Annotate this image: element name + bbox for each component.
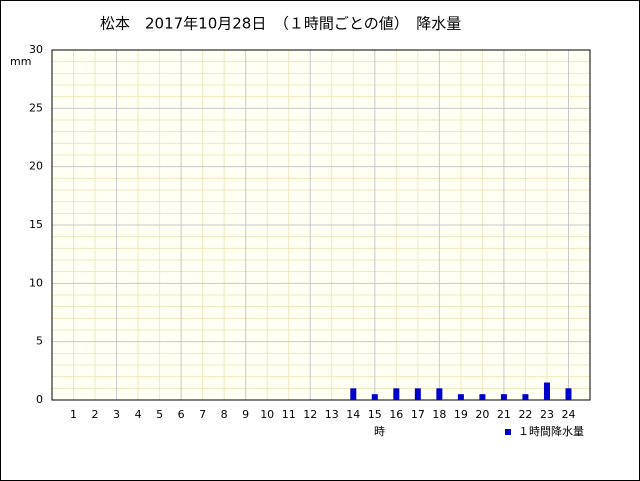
- legend-label: １時間降水量: [518, 424, 584, 438]
- y-tick-label: 10: [29, 276, 43, 289]
- plot-border: [51, 49, 591, 401]
- bar: [479, 394, 486, 400]
- x-tick-label: 8: [221, 408, 228, 421]
- x-tick-label: 17: [411, 408, 425, 421]
- y-tick-label: 20: [29, 160, 43, 173]
- bar: [500, 394, 507, 400]
- bar: [371, 394, 378, 400]
- y-tick-label: 30: [29, 43, 43, 56]
- bar: [565, 388, 572, 400]
- x-tick-label: 6: [178, 408, 185, 421]
- x-tick-label: 18: [432, 408, 446, 421]
- bar: [414, 388, 421, 400]
- x-tick-label: 10: [260, 408, 274, 421]
- y-tick-label: 15: [29, 218, 43, 231]
- x-axis-label: 時: [374, 425, 385, 438]
- x-tick-label: 22: [518, 408, 532, 421]
- bar: [393, 388, 400, 400]
- x-tick-label: 7: [199, 408, 206, 421]
- x-tick-label: 5: [156, 408, 163, 421]
- x-tick-label: 20: [475, 408, 489, 421]
- x-tick-label: 3: [113, 408, 120, 421]
- bar: [543, 382, 550, 400]
- x-tick-label: 1: [70, 408, 77, 421]
- bar: [457, 394, 464, 400]
- chart-title: 松本 2017年10月28日 （１時間ごとの値） 降水量: [100, 15, 461, 33]
- bar: [436, 388, 443, 400]
- x-tick-label: 2: [92, 408, 99, 421]
- legend-swatch: [505, 429, 511, 435]
- y-tick-label: 5: [36, 335, 43, 348]
- bar: [350, 388, 357, 400]
- x-tick-label: 12: [303, 408, 317, 421]
- x-tick-label: 9: [242, 408, 249, 421]
- bar: [522, 394, 529, 400]
- x-tick-label: 19: [454, 408, 468, 421]
- x-tick-label: 23: [540, 408, 554, 421]
- y-tick-label: 0: [36, 393, 43, 406]
- x-tick-label: 16: [389, 408, 403, 421]
- x-tick-label: 21: [497, 408, 511, 421]
- x-tick-label: 24: [561, 408, 575, 421]
- x-tick-label: 15: [368, 408, 382, 421]
- x-tick-label: 14: [346, 408, 360, 421]
- x-tick-label: 13: [325, 408, 339, 421]
- y-tick-label: 25: [29, 101, 43, 114]
- x-tick-label: 11: [282, 408, 296, 421]
- y-axis-label: mm: [10, 55, 31, 68]
- x-tick-label: 4: [135, 408, 142, 421]
